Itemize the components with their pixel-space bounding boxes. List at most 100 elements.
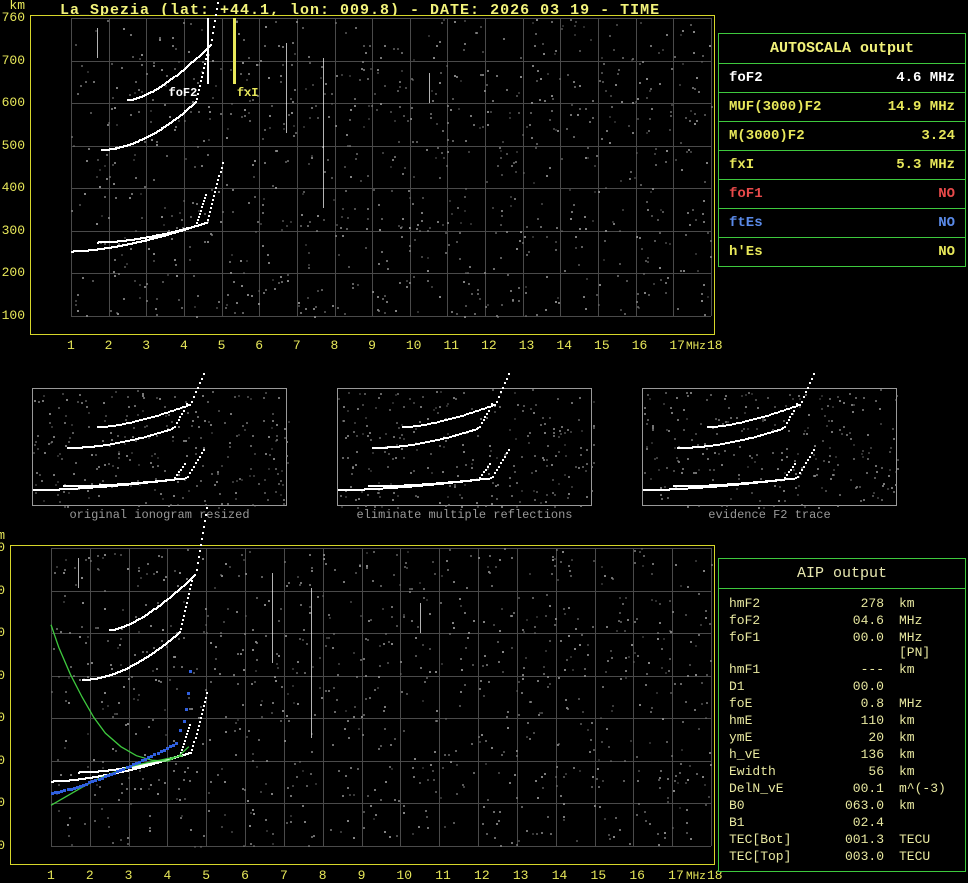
noise-dot [139,284,141,286]
noise-dot [359,565,361,567]
mini-noise-dot [439,502,441,504]
mini-noise-dot [48,443,50,445]
mini-noise-dot [828,420,830,422]
noise-dot [403,614,405,616]
noise-dot [516,151,518,153]
trace-point [182,746,184,748]
noise-dot [479,298,481,300]
mini-noise-dot [593,462,595,464]
noise-dot [325,83,327,85]
noise-dot [704,181,706,183]
noise-dot [581,634,583,636]
noise-dot [448,754,450,756]
noise-dot [293,702,295,704]
noise-dot [113,183,115,185]
noise-dot [555,129,557,131]
noise-dot [698,634,700,636]
noise-dot [254,160,256,162]
noise-dot [541,712,543,714]
aip-row-tecbot: TEC[Bot] 001.3 TECU [719,831,965,848]
aip-unit-7: km [884,730,955,745]
trace-point [201,76,203,78]
noise-dot [696,773,698,775]
x-axis-tick-11: 11 [443,338,459,353]
noise-dot [560,640,562,642]
mini-noise-dot [126,415,128,417]
mini-noise-dot [41,480,43,482]
mini-noise-dot [571,402,573,404]
mini-noise-dot [230,413,232,415]
noise-dot [287,160,289,162]
noise-dot [68,677,70,679]
noise-dot [183,601,185,603]
noise-dot [583,296,585,298]
noise-dot [138,89,140,91]
mini-noise-dot [253,475,255,477]
noise-dot [486,84,488,86]
mini-noise-dot [362,433,364,435]
mini-noise-dot [522,410,524,412]
noise-dot [281,281,283,283]
aip-row-d1: D1 00.0 [719,678,965,695]
noise-dot [409,245,411,247]
noise-dot [481,734,483,736]
noise-dot [257,221,259,223]
mini-noise-dot [244,429,246,431]
mini-noise-dot [463,392,465,394]
noise-dot [536,80,538,82]
mini-noise-dot [837,464,839,466]
noise-dot [400,673,402,675]
noise-dot [287,787,289,789]
noise-dot [319,657,321,659]
noise-dot [643,555,645,557]
noise-dot [422,700,424,702]
mini-noise-dot [454,484,456,486]
mini-noise-dot [853,458,855,460]
noise-dot [439,41,441,43]
mini-noise-dot [35,492,37,494]
noise-dot [459,232,461,234]
mini-noise-dot [112,465,114,467]
mini-trace-point [799,404,801,406]
mini-noise-dot [437,412,439,414]
noise-dot [217,774,219,776]
noise-dot [642,636,644,638]
noise-dot [354,706,356,708]
noise-dot [648,130,650,132]
mini-noise-dot [545,501,547,503]
noise-dot [551,21,553,23]
mini-noise-dot [815,458,817,460]
mini-noise-dot [145,502,147,504]
mini-noise-dot [546,465,548,467]
mini-noise-dot [427,467,429,469]
noise-dot [534,626,536,628]
noise-dot [637,98,639,100]
mini-noise-dot [36,472,38,474]
mini-noise-dot [442,471,444,473]
mini-noise-dot [738,474,740,476]
noise-dot [629,178,631,180]
noise-dot [292,668,294,670]
noise-dot [435,671,437,673]
mini-noise-dot [422,396,424,398]
mini-noise-dot [110,432,112,434]
mini-noise-dot [516,482,518,484]
noise-dot [286,822,288,824]
aip-label-2: foF1 [729,630,824,660]
noise-dot [131,676,133,678]
noise-dot [196,668,198,670]
noise-dot [139,58,141,60]
mini-noise-dot [398,427,400,429]
noise-dot [266,830,268,832]
noise-dot [271,793,273,795]
noise-dot [317,596,319,598]
noise-dot [106,154,108,156]
mini-noise-dot [187,412,189,414]
mini-noise-dot [68,441,70,443]
noise-dot [200,846,202,848]
trace-point [191,580,193,582]
noise-dot [156,144,158,146]
autoscala-output-table: AUTOSCALA output foF2 4.6 MHz MUF(3000)F2 1… [718,33,966,267]
grid-line-horizontal [51,846,711,847]
noise-dot [670,692,672,694]
